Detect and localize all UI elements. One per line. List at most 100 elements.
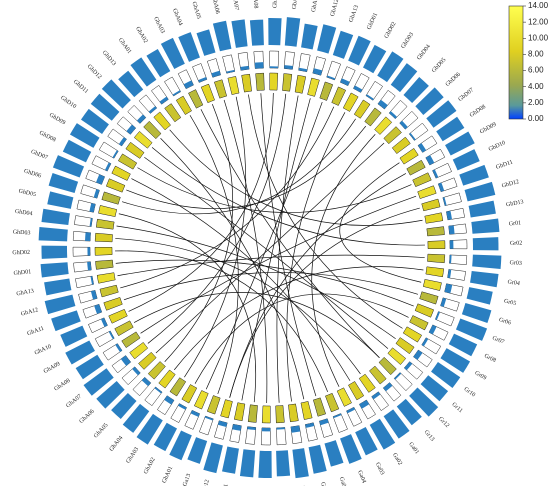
outer-bar [101, 79, 131, 109]
middle-box [332, 413, 348, 433]
outer-bar [466, 287, 493, 305]
chromosome-label: GhD03 [13, 229, 31, 236]
outer-bar [38, 227, 68, 242]
chromosome-label: Gr09 [473, 370, 487, 382]
outer-bar [332, 30, 354, 59]
middle-bar [100, 317, 108, 327]
link [223, 99, 268, 403]
middle-bar [377, 99, 388, 110]
outer-bar [440, 348, 471, 373]
colorbar-tick-label: 0.00 [528, 114, 544, 123]
heat-cell [261, 405, 271, 424]
heat-cell [121, 331, 141, 349]
heat-cell [105, 178, 126, 193]
heat-cell [282, 73, 293, 92]
middle-bar [87, 261, 92, 271]
outer-bar [436, 116, 465, 142]
outer-bar [276, 450, 291, 477]
heat-cell [369, 365, 387, 385]
chromosome-label: GbD01 [366, 12, 379, 31]
link [229, 207, 420, 398]
chromosome-label: GbA02 [134, 26, 148, 44]
chromosome-label: GhD01 [13, 269, 31, 277]
chromosome-label: Gr10 [463, 386, 477, 398]
chromosome-label: GhD04 [14, 209, 32, 217]
heat-cell [220, 399, 233, 419]
middle-bar [346, 407, 356, 414]
outer-bar [472, 237, 499, 251]
middle-bar [359, 399, 370, 409]
colorbar: 0.00 2.00 4.00 6.00 8.00 10.00 12.00 14.00 [508, 1, 549, 123]
middle-bar [89, 203, 96, 213]
heat-cell [425, 266, 445, 278]
chromosome-label: GhA11 [26, 326, 44, 337]
heat-cell [158, 369, 176, 389]
chromosome-label: GbD06 [445, 72, 462, 88]
chromosome-label: GbA05 [190, 1, 201, 20]
chromosome-label: GbA04 [171, 8, 183, 27]
middle-bar [141, 377, 151, 387]
outer-bar [362, 44, 387, 74]
chromosome-label: GhA08 [53, 378, 71, 393]
heat-cell [133, 131, 153, 149]
chromosome-label: GhA02 [143, 457, 157, 475]
heat-cell [424, 212, 444, 224]
colorbar-tick-label: 14.00 [528, 1, 549, 10]
chromosome-label: GhD07 [30, 149, 49, 161]
middle-bar [365, 94, 374, 101]
link [118, 213, 256, 403]
heat-cell [188, 89, 204, 109]
heat-cell [307, 77, 320, 97]
heat-cell [117, 153, 138, 170]
middle-bar [198, 77, 207, 83]
link [120, 106, 335, 289]
middle-box [164, 76, 182, 97]
heat-cell [181, 384, 198, 404]
middle-bar [305, 422, 315, 428]
middle-bar [247, 426, 256, 430]
middle-box [98, 141, 119, 159]
heat-cell [241, 73, 252, 93]
heat-cell [421, 198, 441, 212]
heat-cell [417, 185, 437, 199]
heat-cell [409, 315, 429, 331]
heat-cell [426, 226, 445, 237]
outer-bar [51, 310, 81, 332]
heat-cell [325, 392, 340, 413]
middle-bar [383, 382, 393, 392]
middle-box [269, 50, 280, 69]
outer-bar [146, 48, 171, 78]
colorbar-tick-label: 10.00 [528, 33, 549, 42]
middle-box [237, 52, 250, 71]
heat-cell [99, 284, 119, 298]
heat-cell [312, 397, 327, 417]
chromosome-label: GhA13 [16, 288, 34, 297]
link [164, 104, 234, 363]
middle-box [421, 337, 442, 355]
middle-box [127, 104, 147, 124]
heat-cell [147, 361, 166, 380]
outer-bar [455, 318, 488, 341]
middle-bar [164, 395, 175, 405]
middle-box [74, 215, 93, 227]
colorbar-tick-label: 2.00 [528, 98, 544, 107]
colorbar-tick-label: 8.00 [528, 50, 544, 59]
heat-cell [143, 120, 162, 140]
colorbar-gradient [508, 5, 524, 120]
outer-bar [383, 409, 410, 439]
outer-bar [445, 131, 475, 156]
outer-bar [284, 17, 301, 47]
chromosome-label: GbA08 [251, 0, 258, 9]
outer-bar [203, 442, 223, 474]
outer-bar [415, 87, 444, 115]
heat-cell [391, 136, 411, 154]
middle-bar [104, 162, 111, 172]
middle-bar [435, 311, 441, 320]
heat-cell [108, 308, 128, 324]
heat-cell [125, 141, 145, 159]
heat-cell [294, 74, 307, 94]
middle-bar [440, 297, 447, 307]
middle-bar [190, 410, 200, 417]
middle-bar [96, 174, 105, 185]
